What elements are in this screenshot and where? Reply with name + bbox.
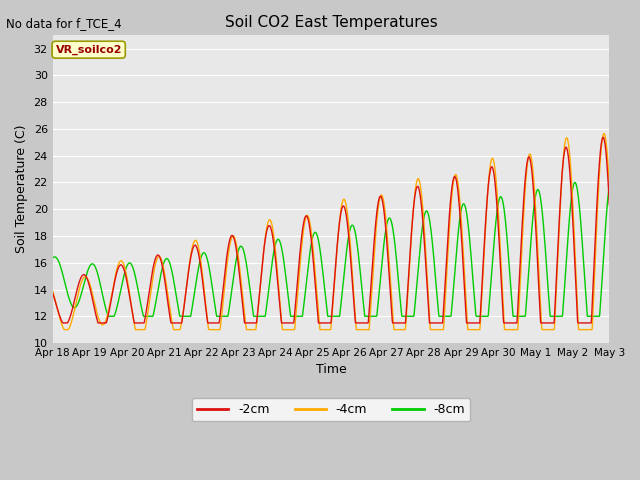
Y-axis label: Soil Temperature (C): Soil Temperature (C) (15, 125, 28, 253)
Legend: -2cm, -4cm, -8cm: -2cm, -4cm, -8cm (192, 398, 470, 421)
Text: VR_soilco2: VR_soilco2 (56, 45, 122, 55)
Title: Soil CO2 East Temperatures: Soil CO2 East Temperatures (225, 15, 437, 30)
Text: No data for f_TCE_4: No data for f_TCE_4 (6, 17, 122, 30)
X-axis label: Time: Time (316, 363, 346, 376)
